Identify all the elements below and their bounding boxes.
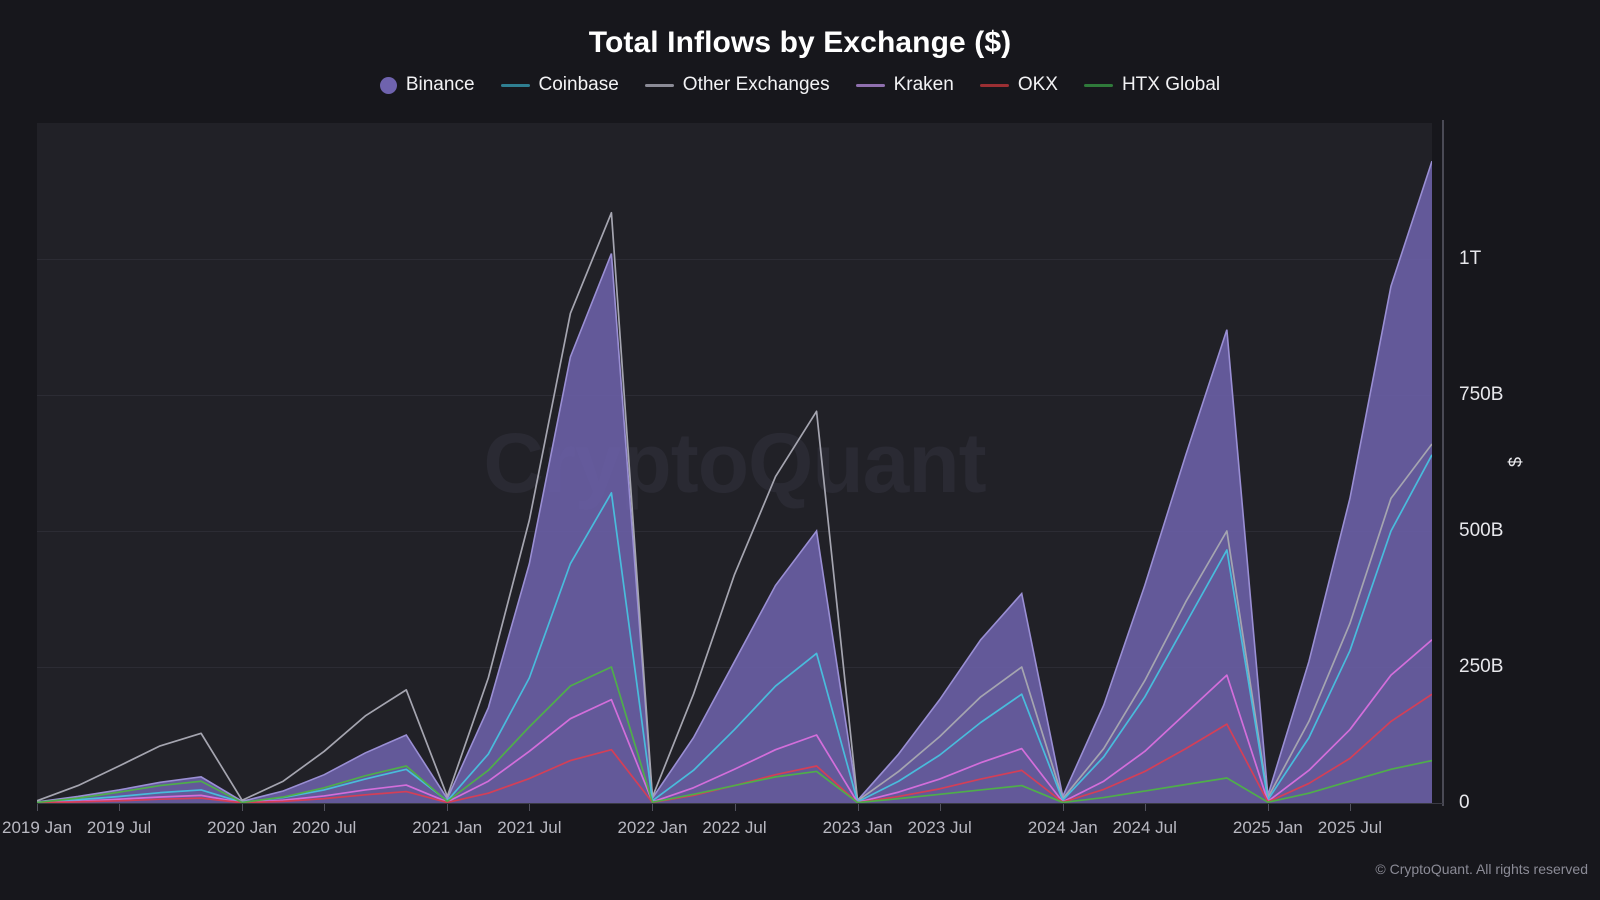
line-other-exchanges bbox=[37, 211, 1432, 802]
legend-item-okx[interactable]: OKX bbox=[979, 74, 1058, 96]
x-tick-mark bbox=[529, 804, 531, 811]
legend-line-icon bbox=[644, 83, 674, 87]
line-htx-global bbox=[37, 666, 1432, 803]
x-tick-label: 2022 Jan bbox=[617, 818, 688, 837]
x-tick-label: 2022 Jul bbox=[702, 818, 767, 837]
x-tick-label: 2025 Jul bbox=[1317, 818, 1383, 837]
legend-label: Coinbase bbox=[538, 74, 619, 95]
line-binance bbox=[37, 160, 1432, 803]
x-tick-mark bbox=[1349, 804, 1351, 811]
area-binance bbox=[37, 161, 1432, 803]
x-tick-label: 2023 Jan bbox=[822, 818, 893, 837]
legend-line-icon bbox=[1083, 83, 1113, 87]
y-tick-label: 750B bbox=[1459, 384, 1504, 405]
x-tick-label: 2019 Jan bbox=[2, 818, 72, 837]
legend-label: Other Exchanges bbox=[682, 74, 830, 95]
x-axis-spine bbox=[37, 803, 1443, 804]
legend-label: Kraken bbox=[893, 74, 954, 95]
x-tick-label: 2021 Jul bbox=[497, 818, 562, 837]
gridline bbox=[37, 395, 1432, 396]
x-tick-mark bbox=[1062, 804, 1064, 811]
series-plot bbox=[37, 160, 1432, 803]
y-tick-label: 0 bbox=[1459, 792, 1470, 813]
x-tick-label: 2019 Jul bbox=[86, 818, 152, 837]
x-tick-mark bbox=[119, 804, 121, 811]
x-tick-label: 2023 Jul bbox=[907, 818, 972, 837]
y-tick-label: 500B bbox=[1459, 520, 1504, 541]
x-tick-mark bbox=[37, 804, 38, 811]
legend-line-icon bbox=[500, 83, 530, 87]
x-tick-mark bbox=[734, 804, 736, 811]
legend-label: OKX bbox=[1017, 74, 1058, 95]
gridline bbox=[37, 259, 1432, 260]
legend-line-icon bbox=[855, 83, 885, 87]
y-axis-spine bbox=[1442, 120, 1444, 806]
x-tick-label: 2024 Jan bbox=[1027, 818, 1098, 837]
x-tick-mark bbox=[1144, 804, 1146, 811]
legend-dot-icon bbox=[379, 76, 397, 94]
copyright-footer: © CryptoQuant. All rights reserved bbox=[1375, 861, 1588, 877]
legend-line-icon bbox=[979, 83, 1009, 87]
x-tick-mark bbox=[652, 804, 654, 811]
legend-label: Binance bbox=[405, 74, 475, 95]
legend-item-coinbase[interactable]: Coinbase bbox=[500, 74, 619, 96]
x-tick-label: 2020 Jan bbox=[207, 818, 278, 837]
y-axis-title: $ bbox=[1505, 456, 1526, 468]
y-tick-label: 1T bbox=[1459, 248, 1482, 269]
x-tick-mark bbox=[1267, 804, 1269, 811]
chart-legend: Binance Coinbase Other Exchanges Kraken OKX H… bbox=[0, 74, 1600, 96]
x-tick-mark bbox=[857, 804, 859, 811]
chart-title: Total Inflows by Exchange ($) bbox=[588, 26, 1012, 59]
x-tick-mark bbox=[324, 804, 326, 811]
plot-area: CryptoQuant bbox=[37, 123, 1432, 803]
y-tick-label: 250B bbox=[1459, 656, 1504, 677]
x-tick-label: 2020 Jul bbox=[292, 818, 357, 837]
legend-item-kraken[interactable]: Kraken bbox=[855, 74, 954, 96]
x-tick-label: 2025 Jan bbox=[1232, 818, 1303, 837]
legend-item-binance[interactable]: Binance bbox=[379, 74, 475, 96]
x-tick-mark bbox=[939, 804, 941, 811]
x-tick-mark bbox=[447, 804, 449, 811]
gridline bbox=[37, 531, 1432, 532]
x-tick-label: 2021 Jan bbox=[412, 818, 483, 837]
x-tick-mark bbox=[242, 804, 244, 811]
legend-label: HTX Global bbox=[1121, 74, 1221, 95]
legend-item-htx-global[interactable]: HTX Global bbox=[1083, 74, 1221, 96]
legend-item-other-exchanges[interactable]: Other Exchanges bbox=[644, 74, 830, 96]
x-tick-label: 2024 Jul bbox=[1112, 818, 1177, 837]
